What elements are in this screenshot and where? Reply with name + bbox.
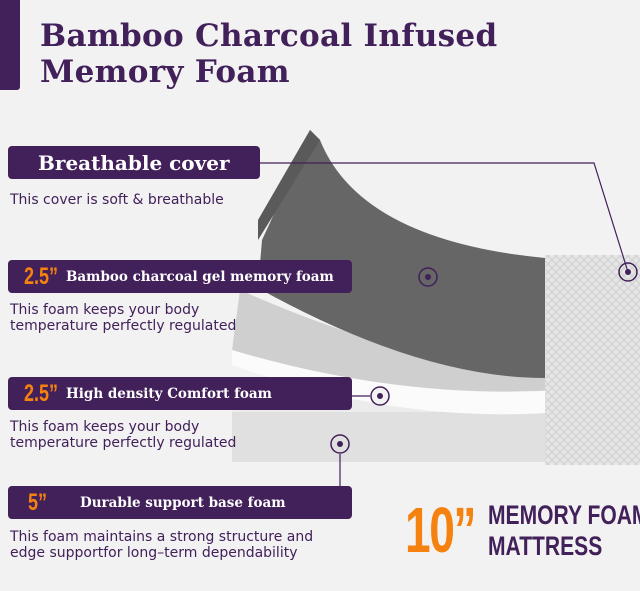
layer-label: Bamboo charcoal gel memory foam [66,268,334,285]
layer-label: High density Comfort foam [66,385,272,402]
layer-label: Durable support base foam [80,494,286,511]
accent-bar [0,0,20,90]
marker-comfort [370,386,390,406]
page-title: Bamboo Charcoal Infused Memory Foam [40,18,497,90]
charcoal-foam-edge [258,130,320,240]
product-type-line-1: MEMORY FOAM [488,500,640,530]
label-charcoal-foam: 2.5” Bamboo charcoal gel memory foam [8,260,352,293]
layer-description: This foam keeps your body temperature pe… [10,302,237,334]
layer-label: Breathable cover [38,150,230,175]
layer-description: This cover is soft & breathable [10,192,224,208]
layer-thickness: 2.5” [24,262,59,290]
charcoal-foam-layer [258,130,545,378]
total-thickness: 10” [405,494,476,566]
marker-cover [618,262,638,282]
marker-base [330,434,350,454]
title-line-1: Bamboo Charcoal Infused [40,18,498,54]
layer-description: This foam maintains a strong structure a… [10,529,314,561]
product-type: MEMORY FOAM MATTRESS [488,500,640,562]
breathable-cover-side [545,255,640,465]
layer-description: This foam keeps your body temperature pe… [10,419,237,451]
label-comfort-foam: 2.5” High density Comfort foam [8,377,352,410]
layer-thickness: 2.5” [24,379,59,407]
leader-line-cover [260,162,629,273]
comfort-foam-layer [232,345,560,415]
label-base-foam: 5” Durable support base foam [8,486,352,519]
marker-charcoal [418,267,438,287]
leader-lines [260,162,629,486]
label-breathable-cover: Breathable cover [8,146,260,179]
base-foam-layer [232,412,560,462]
layer-thickness: 5” [28,488,48,516]
title-line-2: Memory Foam [40,54,290,90]
product-type-line-2: MATTRESS [488,531,603,561]
